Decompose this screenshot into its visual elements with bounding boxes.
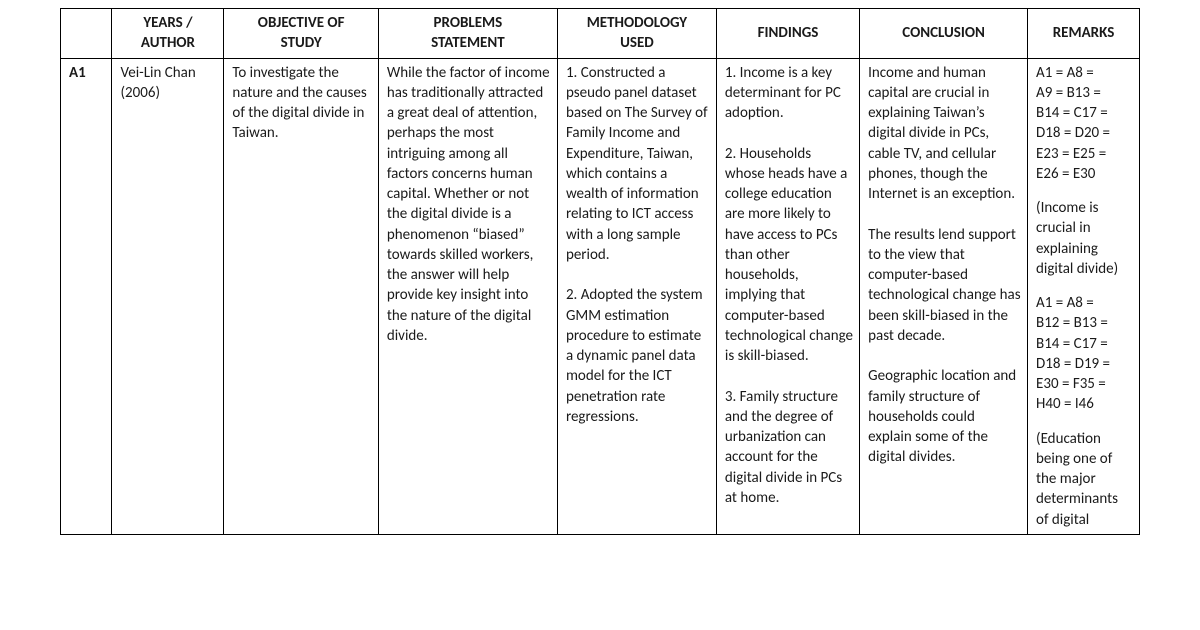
header-author-line1: YEARS / <box>143 14 192 32</box>
page-container: YEARS / AUTHOR OBJECTIVE OF STUDY PROBLE… <box>0 0 1200 535</box>
remarks-code-line: E30 = F35 = <box>1036 374 1133 394</box>
remarks-code-line: B14 = C17 = <box>1036 103 1133 123</box>
remarks-code-line: B12 = B13 = <box>1036 313 1133 333</box>
remarks-code-line: A1 = A8 = <box>1036 63 1133 83</box>
remarks-code-line: B14 = C17 = <box>1036 334 1133 354</box>
header-remarks: REMARKS <box>1028 9 1140 59</box>
header-methodology: METHODOLOGY USED <box>557 9 716 59</box>
remarks-code-line: D18 = D20 = <box>1036 123 1133 143</box>
table-header: YEARS / AUTHOR OBJECTIVE OF STUDY PROBLE… <box>61 9 1140 59</box>
header-blank <box>61 9 112 59</box>
remarks-note-2: (Education being one of the major determ… <box>1036 429 1133 530</box>
header-objective-line1: OBJECTIVE OF <box>258 14 345 32</box>
cell-conclusion: Income and human capital are crucial in … <box>860 58 1028 534</box>
header-methodology-line1: METHODOLOGY <box>587 14 687 32</box>
cell-row-id: A1 <box>61 58 112 534</box>
header-problems-line1: PROBLEMS <box>434 14 503 32</box>
header-problems-line2: STATEMENT <box>431 34 505 52</box>
remarks-codes-2: A1 = A8 =B12 = B13 =B14 = C17 =D18 = D19… <box>1036 293 1133 415</box>
remarks-code-line: A9 = B13 = <box>1036 83 1133 103</box>
header-problems: PROBLEMS STATEMENT <box>378 9 557 59</box>
header-conclusion: CONCLUSION <box>860 9 1028 59</box>
header-findings: FINDINGS <box>716 9 859 59</box>
header-author: YEARS / AUTHOR <box>112 9 224 59</box>
remarks-code-line: H40 = I46 <box>1036 394 1133 414</box>
cell-remarks: A1 = A8 =A9 = B13 =B14 = C17 =D18 = D20 … <box>1028 58 1140 534</box>
cell-problems: While the factor of income has tradition… <box>378 58 557 534</box>
cell-objective: To investigate the nature and the causes… <box>224 58 378 534</box>
remarks-code-line: D18 = D19 = <box>1036 354 1133 374</box>
header-objective: OBJECTIVE OF STUDY <box>224 9 378 59</box>
remarks-code-line: E23 = E25 = <box>1036 144 1133 164</box>
cell-author: Vei-Lin Chan (2006) <box>112 58 224 534</box>
literature-table: YEARS / AUTHOR OBJECTIVE OF STUDY PROBLE… <box>60 8 1140 535</box>
table-row: A1 Vei-Lin Chan (2006) To investigate th… <box>61 58 1140 534</box>
remarks-code-line: A1 = A8 = <box>1036 293 1133 313</box>
header-methodology-line2: USED <box>620 34 654 52</box>
header-author-line2: AUTHOR <box>141 34 195 52</box>
remarks-note-1: (Income is crucial in explaining digital… <box>1036 198 1133 279</box>
header-objective-line2: STUDY <box>281 34 322 52</box>
remarks-codes-1: A1 = A8 =A9 = B13 =B14 = C17 =D18 = D20 … <box>1036 63 1133 185</box>
cell-methodology: 1. Constructed a pseudo panel dataset ba… <box>557 58 716 534</box>
cell-findings: 1. Income is a key determinant for PC ad… <box>716 58 859 534</box>
remarks-code-line: E26 = E30 <box>1036 164 1133 184</box>
